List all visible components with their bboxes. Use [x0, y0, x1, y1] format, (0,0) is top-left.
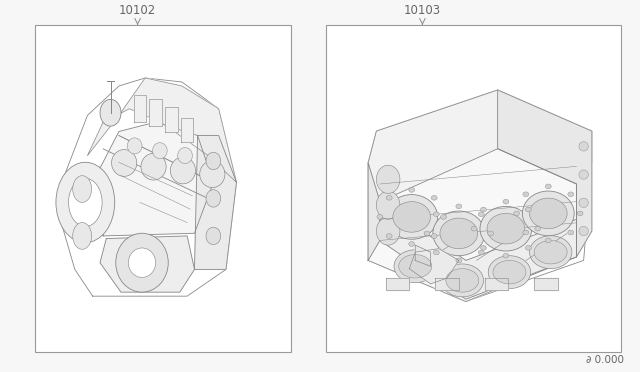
- Ellipse shape: [568, 230, 573, 235]
- Polygon shape: [181, 118, 193, 142]
- Polygon shape: [386, 278, 410, 290]
- Ellipse shape: [441, 264, 484, 297]
- Ellipse shape: [393, 202, 431, 232]
- Ellipse shape: [409, 241, 415, 246]
- Ellipse shape: [534, 240, 567, 264]
- Polygon shape: [61, 78, 236, 296]
- Ellipse shape: [456, 258, 461, 263]
- Polygon shape: [534, 278, 557, 290]
- Ellipse shape: [127, 138, 142, 154]
- Polygon shape: [100, 236, 195, 292]
- Ellipse shape: [141, 153, 166, 180]
- Text: 10103: 10103: [404, 4, 441, 16]
- Ellipse shape: [478, 250, 484, 255]
- Ellipse shape: [433, 211, 484, 256]
- Ellipse shape: [481, 207, 486, 212]
- Ellipse shape: [206, 227, 221, 245]
- Ellipse shape: [377, 215, 383, 219]
- Ellipse shape: [568, 192, 573, 197]
- Polygon shape: [368, 163, 380, 260]
- Ellipse shape: [424, 231, 430, 236]
- Ellipse shape: [73, 176, 92, 202]
- Polygon shape: [149, 99, 162, 126]
- Ellipse shape: [206, 152, 221, 170]
- Ellipse shape: [488, 256, 531, 289]
- Ellipse shape: [545, 184, 551, 189]
- Ellipse shape: [111, 150, 137, 176]
- Ellipse shape: [399, 254, 432, 278]
- Polygon shape: [380, 202, 577, 299]
- Ellipse shape: [456, 204, 461, 209]
- Ellipse shape: [493, 260, 526, 284]
- Polygon shape: [368, 90, 592, 237]
- Ellipse shape: [116, 233, 168, 292]
- Bar: [326, 25, 621, 352]
- Ellipse shape: [170, 157, 196, 184]
- Ellipse shape: [206, 190, 221, 207]
- Polygon shape: [134, 95, 146, 122]
- Polygon shape: [435, 278, 459, 290]
- Polygon shape: [498, 90, 592, 257]
- Ellipse shape: [471, 226, 477, 231]
- Ellipse shape: [446, 269, 479, 292]
- Ellipse shape: [178, 148, 193, 164]
- Ellipse shape: [386, 195, 438, 239]
- Ellipse shape: [100, 99, 121, 126]
- Ellipse shape: [545, 238, 551, 243]
- Ellipse shape: [409, 187, 415, 192]
- Ellipse shape: [579, 226, 588, 236]
- Ellipse shape: [522, 191, 574, 236]
- Ellipse shape: [523, 192, 529, 197]
- Text: ∂ 0.000: ∂ 0.000: [586, 355, 624, 365]
- Ellipse shape: [129, 248, 156, 278]
- Ellipse shape: [376, 165, 400, 193]
- Polygon shape: [484, 278, 508, 290]
- Ellipse shape: [387, 234, 392, 238]
- Ellipse shape: [394, 250, 436, 283]
- Ellipse shape: [535, 226, 541, 231]
- Ellipse shape: [529, 236, 572, 269]
- Ellipse shape: [488, 231, 493, 236]
- Ellipse shape: [487, 214, 525, 244]
- Ellipse shape: [431, 234, 437, 238]
- Ellipse shape: [478, 212, 484, 217]
- Ellipse shape: [525, 207, 531, 212]
- Bar: [35, 25, 291, 352]
- Ellipse shape: [387, 195, 392, 200]
- Ellipse shape: [440, 218, 477, 248]
- Ellipse shape: [523, 230, 529, 235]
- Polygon shape: [415, 245, 431, 266]
- Ellipse shape: [433, 250, 439, 255]
- Ellipse shape: [73, 222, 92, 249]
- Polygon shape: [368, 90, 592, 302]
- Polygon shape: [93, 122, 213, 236]
- Ellipse shape: [56, 162, 115, 243]
- Ellipse shape: [579, 198, 588, 208]
- Polygon shape: [368, 149, 577, 302]
- Polygon shape: [195, 135, 236, 269]
- Text: 10102: 10102: [119, 4, 156, 16]
- Ellipse shape: [481, 246, 486, 250]
- Ellipse shape: [433, 212, 439, 217]
- Ellipse shape: [579, 170, 588, 179]
- Ellipse shape: [577, 211, 583, 216]
- Ellipse shape: [152, 143, 167, 159]
- Ellipse shape: [200, 161, 225, 187]
- Ellipse shape: [376, 191, 400, 219]
- Polygon shape: [410, 248, 459, 284]
- Ellipse shape: [513, 211, 520, 216]
- Ellipse shape: [525, 246, 531, 250]
- Polygon shape: [165, 108, 178, 132]
- Ellipse shape: [480, 206, 532, 251]
- Ellipse shape: [579, 142, 588, 151]
- Ellipse shape: [376, 217, 400, 245]
- Polygon shape: [88, 78, 236, 182]
- Ellipse shape: [529, 198, 567, 229]
- Ellipse shape: [440, 215, 447, 219]
- Ellipse shape: [431, 195, 437, 200]
- Ellipse shape: [503, 199, 509, 204]
- Ellipse shape: [68, 178, 102, 227]
- Ellipse shape: [503, 253, 509, 258]
